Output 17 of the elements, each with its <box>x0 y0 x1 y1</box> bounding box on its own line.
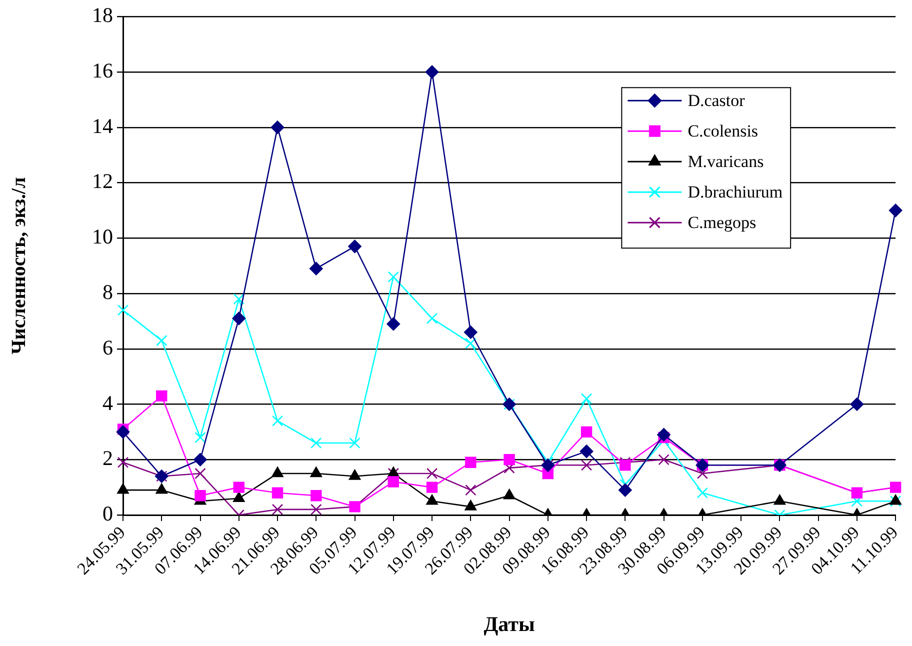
y-tick-label: 10 <box>92 224 113 249</box>
y-tick-label: 18 <box>92 3 113 28</box>
legend-label: M.varicans <box>688 152 764 172</box>
y-tick-label: 8 <box>102 280 113 304</box>
y-tick-label: 4 <box>102 390 114 415</box>
y-tick-label: 16 <box>92 58 113 82</box>
y-axis-title: Численность, экз./л <box>8 177 30 354</box>
y-tick-label: 0 <box>102 502 113 526</box>
legend-label: C.megops <box>688 213 756 232</box>
x-axis-title: Даты <box>484 612 535 636</box>
y-tick-label: 6 <box>102 335 113 360</box>
y-tick-label: 2 <box>102 446 113 470</box>
legend-label: D.castor <box>688 91 746 110</box>
legend-label: D.brachiurum <box>688 182 783 202</box>
y-tick-label: 12 <box>92 169 113 194</box>
y-tick-label: 14 <box>92 114 114 138</box>
legend-label: C.colensis <box>688 122 758 141</box>
